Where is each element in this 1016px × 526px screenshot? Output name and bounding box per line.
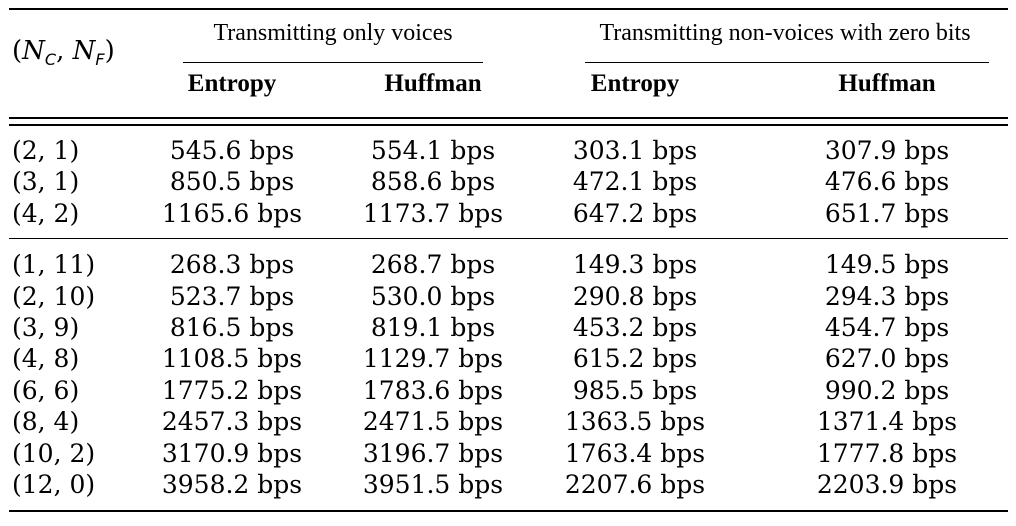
pair-header-comma: , <box>56 36 73 66</box>
value-cell: 990.2 bps <box>824 376 950 405</box>
value-cell: 1165.6 bps <box>161 199 303 228</box>
table-row: (2, 10) 523.7 bps 530.0 bps 290.8 bps 29… <box>0 281 1016 313</box>
top-rule <box>9 8 1008 10</box>
pair-cell: (10, 2) <box>12 439 96 468</box>
pair-header-n1: N <box>22 36 45 66</box>
pair-column-header: (NC, NF) <box>12 36 115 69</box>
value-cell: 2207.6 bps <box>564 470 706 499</box>
group-header-nonvoices: Transmitting non-voices with zero bits <box>599 20 971 46</box>
table-row: (3, 9) 816.5 bps 819.1 bps 453.2 bps 454… <box>0 312 1016 344</box>
value-cell: 268.7 bps <box>370 250 496 279</box>
value-cell: 1371.4 bps <box>816 407 958 436</box>
group-header-voices: Transmitting only voices <box>213 20 453 46</box>
column-header-entropy-voices: Entropy <box>187 70 277 97</box>
value-cell: 149.3 bps <box>572 250 698 279</box>
pair-header-sub-f: F <box>95 50 105 69</box>
value-cell: 3951.5 bps <box>362 470 504 499</box>
value-cell: 1363.5 bps <box>564 407 706 436</box>
value-cell: 985.5 bps <box>572 376 698 405</box>
table-row: (12, 0) 3958.2 bps 3951.5 bps 2207.6 bps… <box>0 469 1016 501</box>
value-cell: 1763.4 bps <box>564 439 706 468</box>
value-cell: 819.1 bps <box>370 313 496 342</box>
group-underline-nonvoices <box>585 62 989 63</box>
value-cell: 858.6 bps <box>370 167 496 196</box>
value-cell: 651.7 bps <box>824 199 950 228</box>
table-row: (1, 11) 268.3 bps 268.7 bps 149.3 bps 14… <box>0 249 1016 281</box>
pair-cell: (3, 9) <box>12 313 80 342</box>
pair-cell: (4, 2) <box>12 199 80 228</box>
pair-header-sub-c: C <box>44 50 57 69</box>
value-cell: 3196.7 bps <box>362 439 504 468</box>
value-cell: 850.5 bps <box>169 167 295 196</box>
table-row: (2, 1) 545.6 bps 554.1 bps 303.1 bps 307… <box>0 135 1016 167</box>
value-cell: 647.2 bps <box>572 199 698 228</box>
value-cell: 294.3 bps <box>824 282 950 311</box>
section-rule <box>9 238 1008 239</box>
value-cell: 1783.6 bps <box>362 376 504 405</box>
value-cell: 454.7 bps <box>824 313 950 342</box>
bottom-rule <box>9 510 1008 512</box>
value-cell: 472.1 bps <box>572 167 698 196</box>
pair-cell: (8, 4) <box>12 407 80 436</box>
table-row: (4, 8) 1108.5 bps 1129.7 bps 615.2 bps 6… <box>0 343 1016 375</box>
value-cell: 453.2 bps <box>572 313 698 342</box>
header-rule-upper <box>9 117 1008 119</box>
value-cell: 530.0 bps <box>370 282 496 311</box>
value-cell: 545.6 bps <box>169 136 295 165</box>
pair-cell: (1, 11) <box>12 250 96 279</box>
pair-header-n2: N <box>72 36 96 66</box>
value-cell: 554.1 bps <box>370 136 496 165</box>
pair-header-close: ) <box>104 36 115 66</box>
value-cell: 1775.2 bps <box>161 376 303 405</box>
value-cell: 1129.7 bps <box>362 344 504 373</box>
value-cell: 3170.9 bps <box>161 439 303 468</box>
value-cell: 816.5 bps <box>169 313 295 342</box>
value-cell: 1108.5 bps <box>161 344 303 373</box>
pair-cell: (12, 0) <box>12 470 96 499</box>
value-cell: 1173.7 bps <box>362 199 504 228</box>
column-header-huffman-voices: Huffman <box>384 70 482 97</box>
group-underline-voices <box>183 62 483 63</box>
pair-cell: (2, 10) <box>12 282 96 311</box>
value-cell: 307.9 bps <box>824 136 950 165</box>
value-cell: 476.6 bps <box>824 167 950 196</box>
header-rule-lower <box>9 124 1008 126</box>
table-row: (4, 2) 1165.6 bps 1173.7 bps 647.2 bps 6… <box>0 198 1016 230</box>
value-cell: 615.2 bps <box>572 344 698 373</box>
value-cell: 2457.3 bps <box>161 407 303 436</box>
value-cell: 290.8 bps <box>572 282 698 311</box>
column-header-huffman-nonvoices: Huffman <box>838 70 936 97</box>
value-cell: 2203.9 bps <box>816 470 958 499</box>
value-cell: 2471.5 bps <box>362 407 504 436</box>
pair-cell: (6, 6) <box>12 376 80 405</box>
value-cell: 149.5 bps <box>824 250 950 279</box>
value-cell: 3958.2 bps <box>161 470 303 499</box>
value-cell: 268.3 bps <box>169 250 295 279</box>
table-row: (6, 6) 1775.2 bps 1783.6 bps 985.5 bps 9… <box>0 375 1016 407</box>
value-cell: 523.7 bps <box>169 282 295 311</box>
pair-header-open: ( <box>12 36 23 66</box>
pair-cell: (3, 1) <box>12 167 80 196</box>
pair-cell: (2, 1) <box>12 136 80 165</box>
value-cell: 1777.8 bps <box>816 439 958 468</box>
pair-cell: (4, 8) <box>12 344 80 373</box>
value-cell: 627.0 bps <box>824 344 950 373</box>
table-row: (8, 4) 2457.3 bps 2471.5 bps 1363.5 bps … <box>0 406 1016 438</box>
table-row: (10, 2) 3170.9 bps 3196.7 bps 1763.4 bps… <box>0 438 1016 470</box>
table-row: (3, 1) 850.5 bps 858.6 bps 472.1 bps 476… <box>0 166 1016 198</box>
column-header-entropy-nonvoices: Entropy <box>590 70 680 97</box>
value-cell: 303.1 bps <box>572 136 698 165</box>
